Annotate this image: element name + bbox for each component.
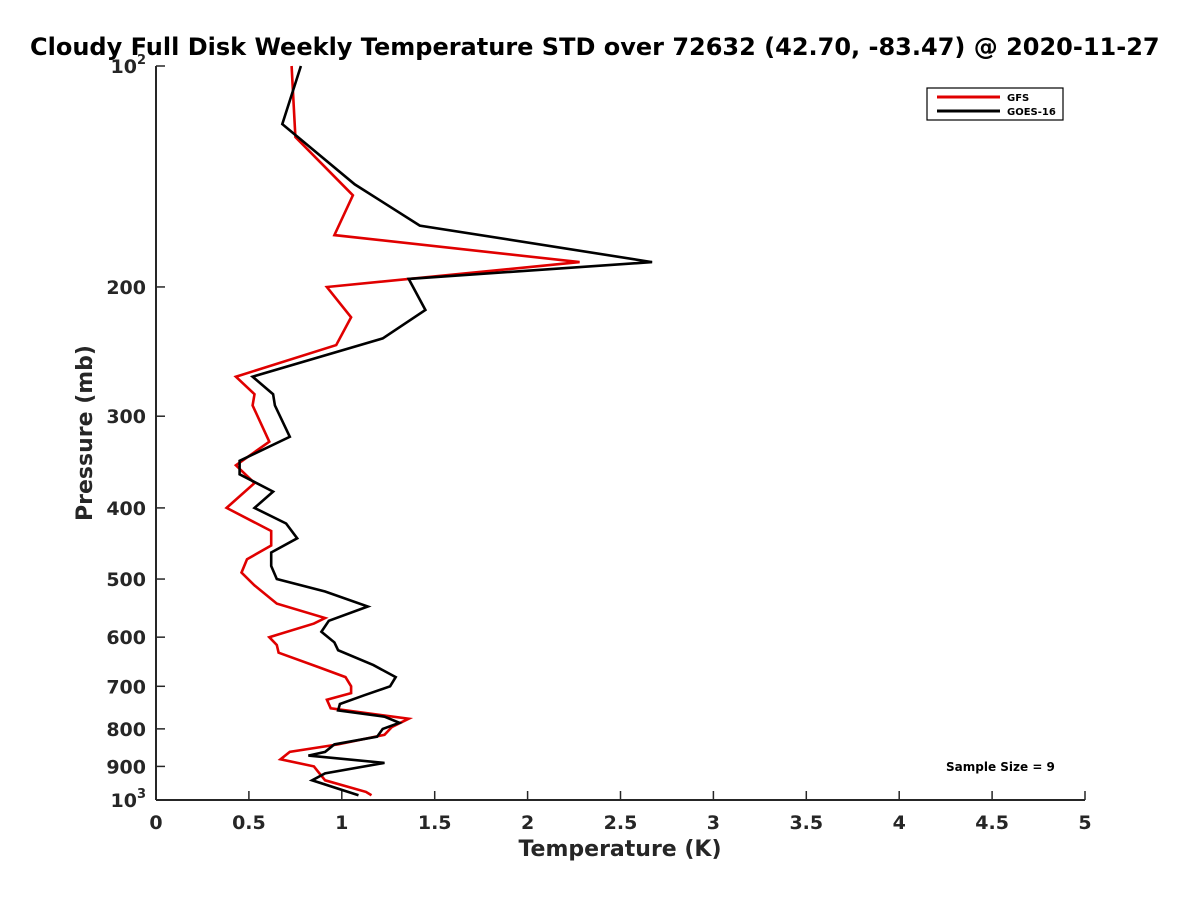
y-tick-label: 500 [106, 569, 146, 591]
series-lines [224, 65, 653, 797]
chart-title: Cloudy Full Disk Weekly Temperature STD … [30, 33, 1160, 61]
x-tick-label: 4.5 [975, 812, 1009, 834]
legend-label-goes16: GOES-16 [1007, 107, 1056, 118]
series-line-goes16 [238, 65, 653, 797]
y-axis-label: Pressure (mb) [73, 345, 98, 521]
x-axis-label: Temperature (K) [518, 837, 721, 862]
y-tick-label: 900 [106, 756, 146, 778]
y-tick-label: 700 [106, 676, 146, 698]
x-tick-label: 5 [1078, 812, 1091, 834]
x-tick-label: 1.5 [418, 812, 452, 834]
legend: GFS GOES-16 [926, 87, 1064, 121]
y-tick-label: 103 [111, 787, 147, 812]
x-ticks: 0 0.5 1 1.5 2 2.5 3 3.5 4 4.5 5 [149, 791, 1092, 834]
series-line-gfs [224, 65, 580, 797]
y-ticks: 102 200 300 400 500 600 700 800 900 103 [106, 53, 165, 812]
x-tick-label: 0 [149, 812, 162, 834]
y-tick-label: 400 [106, 498, 146, 520]
plot-axes [155, 66, 1085, 801]
legend-box [926, 87, 1064, 121]
x-tick-label: 4 [893, 812, 906, 834]
sample-size-annotation: Sample Size = 9 [946, 760, 1055, 774]
y-tick-label: 102 [111, 53, 147, 78]
y-tick-label: 600 [106, 627, 146, 649]
x-tick-label: 0.5 [232, 812, 266, 834]
x-tick-label: 3 [707, 812, 720, 834]
x-tick-label: 3.5 [789, 812, 823, 834]
y-tick-label: 800 [106, 719, 146, 741]
legend-label-gfs: GFS [1007, 93, 1029, 104]
y-tick-label: 200 [106, 277, 146, 299]
x-tick-label: 2 [521, 812, 534, 834]
y-tick-label: 300 [106, 406, 146, 428]
x-tick-label: 2.5 [604, 812, 638, 834]
x-tick-label: 1 [335, 812, 348, 834]
